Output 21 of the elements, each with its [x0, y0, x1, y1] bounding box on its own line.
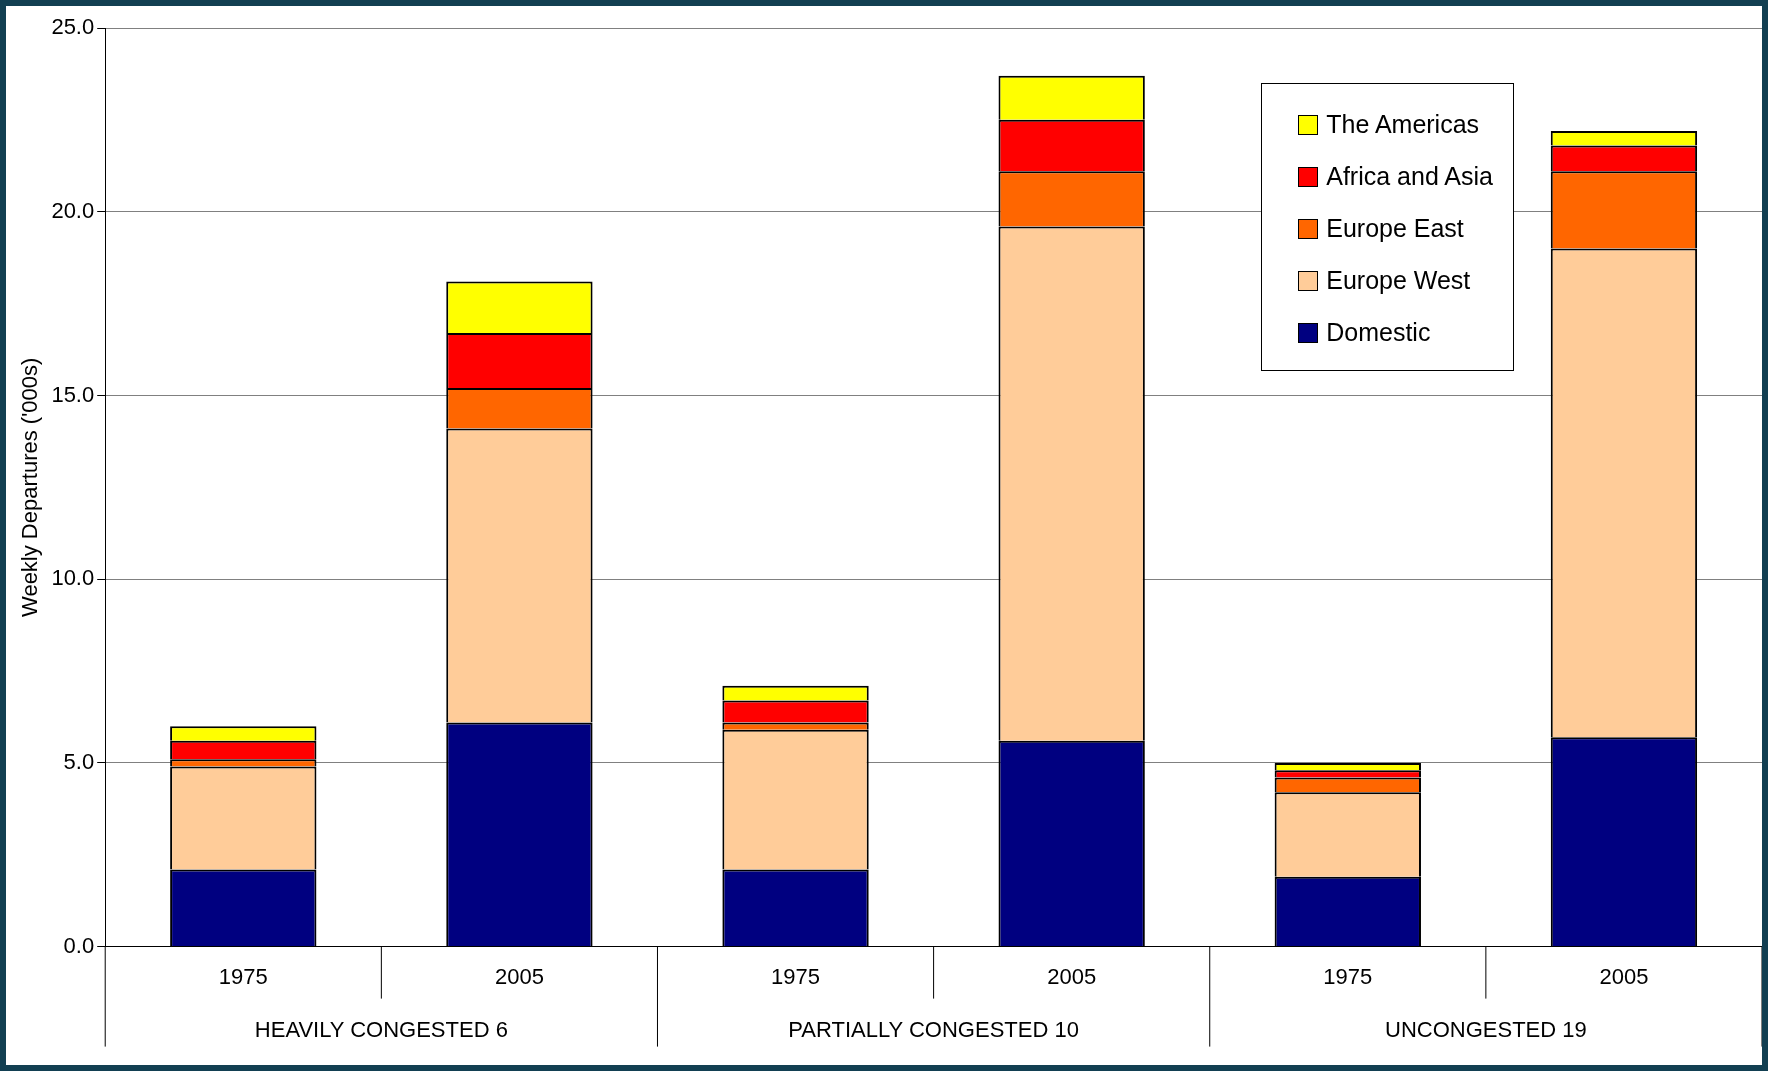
- y-tick-label: 15.0: [51, 381, 95, 407]
- legend-label: Europe East: [1326, 214, 1464, 242]
- legend-label: Domestic: [1326, 318, 1431, 346]
- x-tick-label: 2005: [494, 963, 544, 989]
- y-axis-title: Weekly Departures ('000s): [17, 357, 43, 617]
- x-tick-label: 2005: [1047, 963, 1097, 989]
- y-tick-label: 0.0: [63, 932, 95, 958]
- x-tick-label: 1975: [218, 963, 268, 989]
- legend-label: Africa and Asia: [1326, 162, 1493, 190]
- y-tick-label: 20.0: [51, 197, 95, 223]
- legend-label: Europe West: [1326, 266, 1471, 294]
- legend-label: The Americas: [1326, 110, 1480, 138]
- y-tick-label: 25.0: [51, 14, 95, 40]
- y-tick-label: 10.0: [51, 565, 95, 591]
- y-tick-label: 5.0: [63, 748, 95, 774]
- x-tick-label: 1975: [1323, 963, 1373, 989]
- text: HEAVILY CONGESTED 6: [254, 1016, 508, 1042]
- text: UNCONGESTED 19: [1385, 1016, 1587, 1042]
- x-tick-label: 2005: [1599, 963, 1649, 989]
- text: PARTIALLY CONGESTED 10: [788, 1016, 1079, 1042]
- x-tick-label: 1975: [771, 963, 821, 989]
